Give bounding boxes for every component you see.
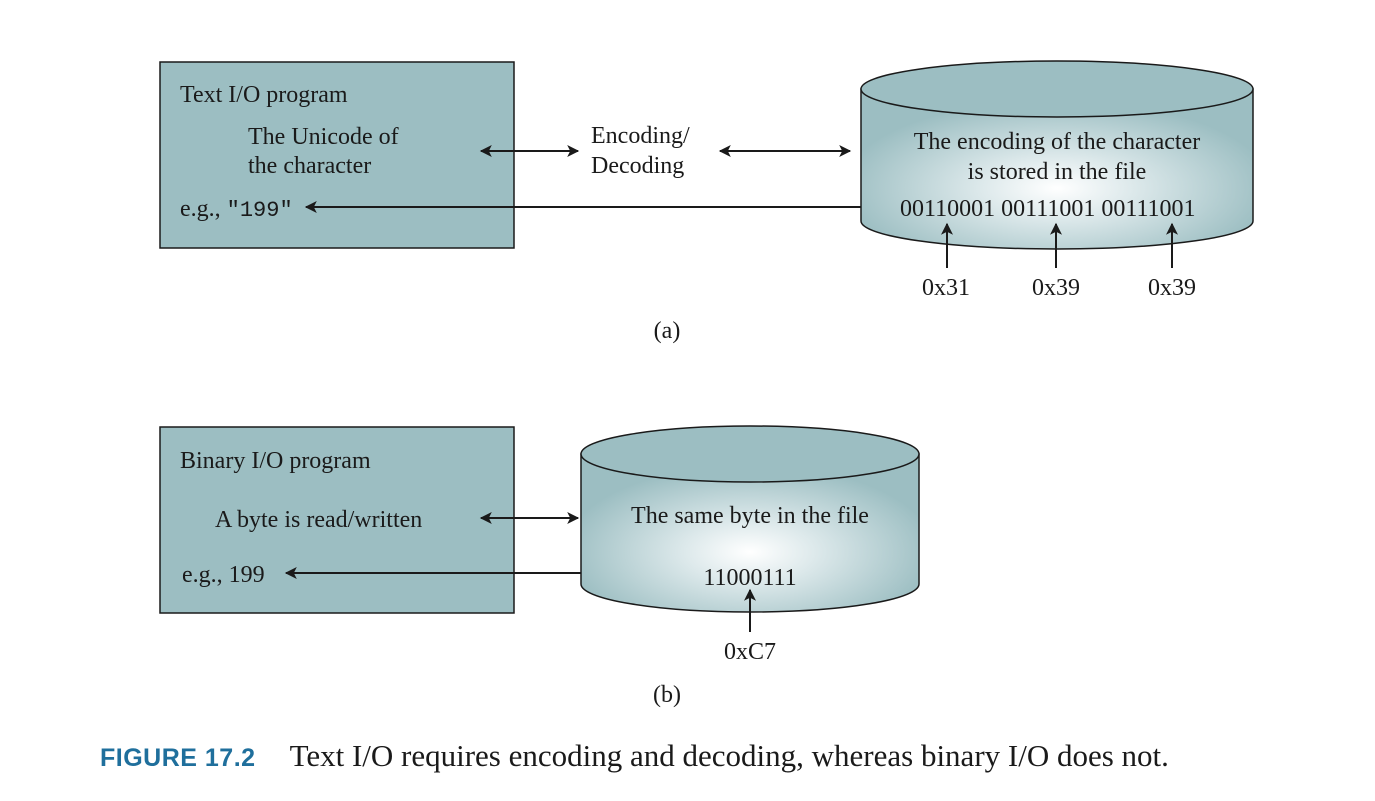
- diagram-a: Text I/O program The Unicode of the char…: [159, 60, 1254, 344]
- figure-caption: FIGURE 17.2 Text I/O requires encoding an…: [100, 736, 1169, 778]
- text-file-cylinder: [860, 60, 1254, 250]
- binary-bits: 11000111: [703, 565, 796, 591]
- hex-label-2: 0x39: [1032, 275, 1080, 301]
- encoding-label-line2: Decoding: [591, 153, 684, 179]
- byte-read-written-label: A byte is read/written: [215, 507, 422, 533]
- file-text-line1: The encoding of the character: [914, 129, 1201, 155]
- binary-example: e.g., 199: [182, 562, 265, 588]
- text-example-prefix: e.g.,: [180, 196, 227, 222]
- figure-caption-text: Text I/O requires encoding and decoding,…: [289, 738, 1169, 773]
- hex-label-1: 0x31: [922, 275, 970, 301]
- same-byte-label: The same byte in the file: [631, 503, 869, 529]
- diagram-b: Binary I/O program A byte is read/writte…: [159, 425, 920, 708]
- hex-label-3: 0x39: [1148, 275, 1196, 301]
- binary-io-program-box: [159, 426, 515, 614]
- text-example-value: "199": [227, 198, 293, 223]
- unicode-label-line2: the character: [248, 153, 371, 179]
- encoding-label-line1: Encoding/: [591, 123, 690, 149]
- subfigure-label-b: (b): [653, 682, 681, 708]
- file-text-line2: is stored in the file: [968, 159, 1147, 185]
- text-example: e.g., "199": [180, 196, 293, 223]
- text-io-program-box: [159, 61, 515, 249]
- encoded-bits: 00110001 00111001 00111001: [900, 196, 1196, 222]
- text-io-program-title: Text I/O program: [180, 82, 348, 108]
- unicode-label-line1: The Unicode of: [248, 124, 399, 150]
- binary-io-program-title: Binary I/O program: [180, 448, 371, 474]
- subfigure-label-a: (a): [654, 318, 681, 344]
- binary-file-cylinder: [580, 425, 920, 613]
- figure-caption-label: FIGURE 17.2: [100, 744, 256, 772]
- binary-hex-label: 0xC7: [724, 639, 776, 665]
